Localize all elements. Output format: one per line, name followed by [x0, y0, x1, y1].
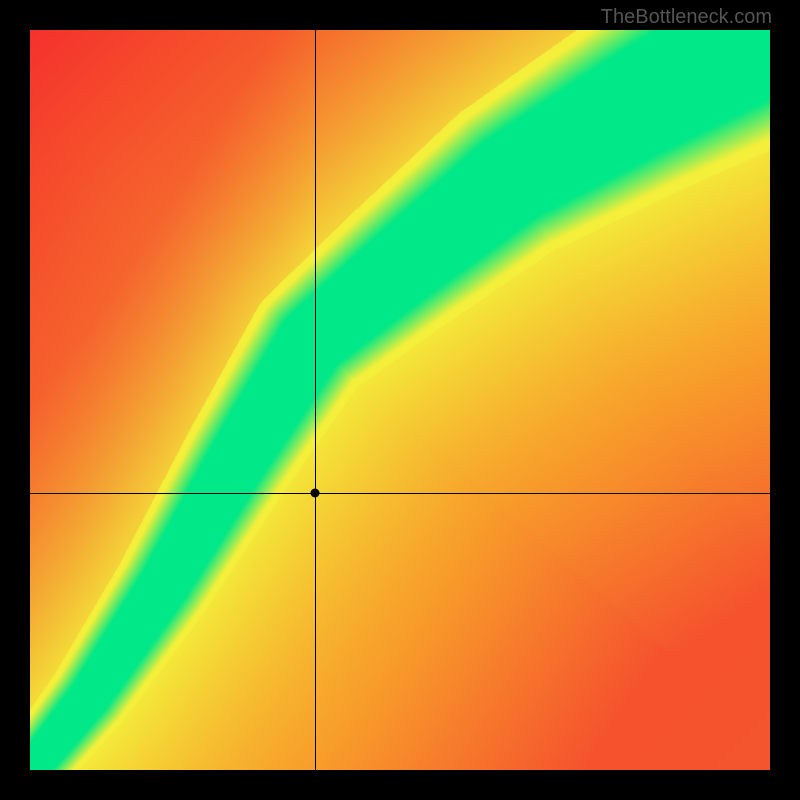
crosshair-horizontal: [30, 493, 770, 494]
crosshair-vertical: [315, 30, 316, 770]
plot-area: [30, 30, 770, 770]
bottleneck-heatmap: [30, 30, 770, 770]
marker-dot: [310, 489, 319, 498]
watermark: TheBottleneck.com: [601, 6, 772, 29]
